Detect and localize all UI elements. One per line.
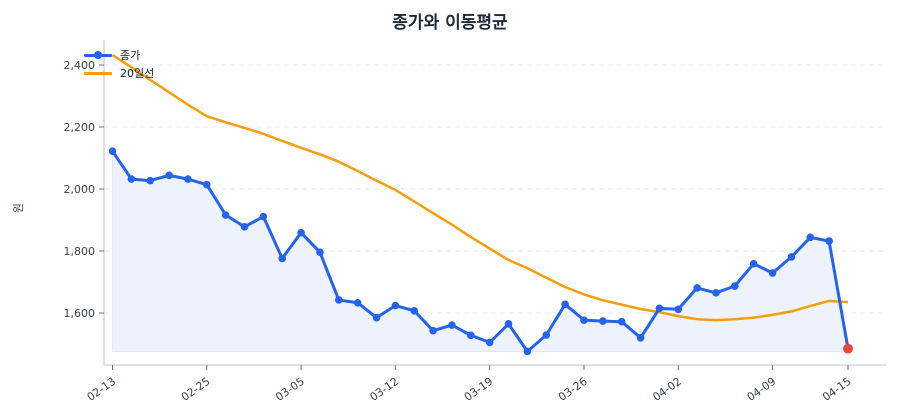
data-point — [297, 228, 305, 237]
chart-title: 종가와 이동평균 — [392, 13, 508, 33]
legend-label: 20일선 — [120, 67, 155, 80]
axes — [103, 40, 886, 366]
data-point — [372, 313, 381, 322]
data-point — [731, 282, 739, 290]
data-point — [504, 320, 513, 328]
y-tick-label: 1,800 — [64, 245, 96, 258]
close-markers — [108, 147, 833, 356]
x-tick-label: 03-12 — [367, 375, 401, 404]
data-point — [353, 298, 362, 307]
data-point — [655, 304, 664, 313]
data-point — [410, 307, 419, 315]
ma20-line — [111, 54, 849, 322]
legend-line-icon — [84, 68, 112, 78]
y-tick-label: 2,000 — [64, 183, 96, 196]
data-point — [768, 269, 777, 277]
data-point — [146, 176, 155, 185]
data-point — [278, 254, 287, 263]
data-point — [448, 321, 456, 329]
x-tick-label: 04-02 — [650, 375, 684, 404]
data-point — [787, 253, 796, 261]
data-point — [391, 301, 400, 310]
data-point — [485, 338, 494, 347]
data-point — [580, 316, 588, 324]
data-point — [202, 180, 211, 189]
legend-item-ma20: 20일선 — [84, 64, 154, 82]
x-tick-label: 02-13 — [85, 375, 119, 404]
data-point — [806, 233, 815, 242]
data-point — [184, 175, 192, 183]
legend: 종가 20일선 — [84, 46, 154, 82]
data-point — [542, 331, 551, 339]
data-point — [693, 284, 701, 292]
data-point — [561, 300, 569, 309]
x-tick-label: 02-25 — [179, 375, 213, 404]
data-point — [335, 296, 343, 304]
data-point — [429, 326, 437, 335]
x-axis-ticks: 02-13 02-25 03-05 03-12 03-19 03-26 04-02 04-09… — [85, 365, 854, 404]
x-tick-label: 03-19 — [462, 375, 496, 404]
x-tick-label: 03-05 — [273, 375, 307, 404]
x-tick-label: 03-26 — [556, 375, 590, 404]
data-point — [316, 248, 324, 257]
x-tick-label: 04-15 — [820, 375, 854, 404]
data-point — [636, 334, 645, 342]
last-point-marker — [843, 343, 853, 354]
data-point — [825, 237, 833, 245]
data-point — [108, 147, 117, 155]
close-price-line — [111, 150, 850, 353]
data-point — [674, 305, 683, 314]
data-point — [221, 211, 230, 219]
data-point — [617, 317, 626, 326]
y-tick-label: 2,400 — [64, 59, 96, 72]
y-tick-label: 2,200 — [64, 121, 96, 134]
data-point — [259, 212, 268, 221]
data-point — [240, 223, 249, 231]
data-point — [165, 171, 173, 180]
legend-label: 종가 — [120, 49, 141, 62]
data-point — [749, 259, 758, 268]
y-axis-ticks: 1,600 1,800 2,000 2,200 2,400 — [64, 59, 104, 320]
y-axis-label: 원 — [12, 203, 25, 213]
data-point — [599, 317, 607, 325]
legend-item-close: 종가 — [84, 46, 154, 64]
data-point — [712, 289, 720, 297]
legend-line-marker-icon — [84, 50, 112, 60]
data-point — [523, 347, 532, 356]
x-tick-label: 04-09 — [745, 375, 779, 404]
data-point — [127, 175, 136, 183]
y-tick-label: 1,600 — [64, 307, 96, 320]
data-point — [467, 331, 475, 340]
